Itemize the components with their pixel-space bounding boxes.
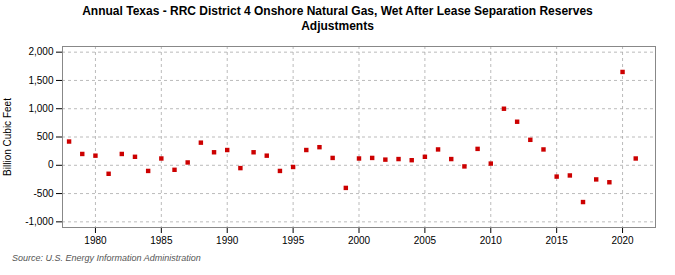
svg-text:1995: 1995 <box>282 235 305 246</box>
svg-text:1990: 1990 <box>216 235 239 246</box>
svg-text:2015: 2015 <box>546 235 569 246</box>
svg-text:500: 500 <box>37 131 54 142</box>
svg-text:1,500: 1,500 <box>28 75 53 86</box>
svg-text:2,000: 2,000 <box>28 46 53 57</box>
svg-text:1985: 1985 <box>150 235 173 246</box>
svg-text:2020: 2020 <box>611 235 634 246</box>
html-text:Source: U.S. Energy Informatio: Source: U.S. Energy Information Administ… <box>12 253 201 263</box>
svg-text:0: 0 <box>48 159 54 170</box>
svg-text:2005: 2005 <box>414 235 437 246</box>
svg-text:1,000: 1,000 <box>28 103 53 114</box>
html-text:Annual Texas - RRC District 4: Annual Texas - RRC District 4 Onshore Na… <box>82 4 593 33</box>
svg-text:-500: -500 <box>33 188 53 199</box>
svg-text:Billion Cubic Feet: Billion Cubic Feet <box>2 98 13 176</box>
svg-text:1980: 1980 <box>84 235 107 246</box>
svg-text:2000: 2000 <box>348 235 371 246</box>
svg-text:2010: 2010 <box>480 235 503 246</box>
svg-text:-1,000: -1,000 <box>25 216 54 227</box>
